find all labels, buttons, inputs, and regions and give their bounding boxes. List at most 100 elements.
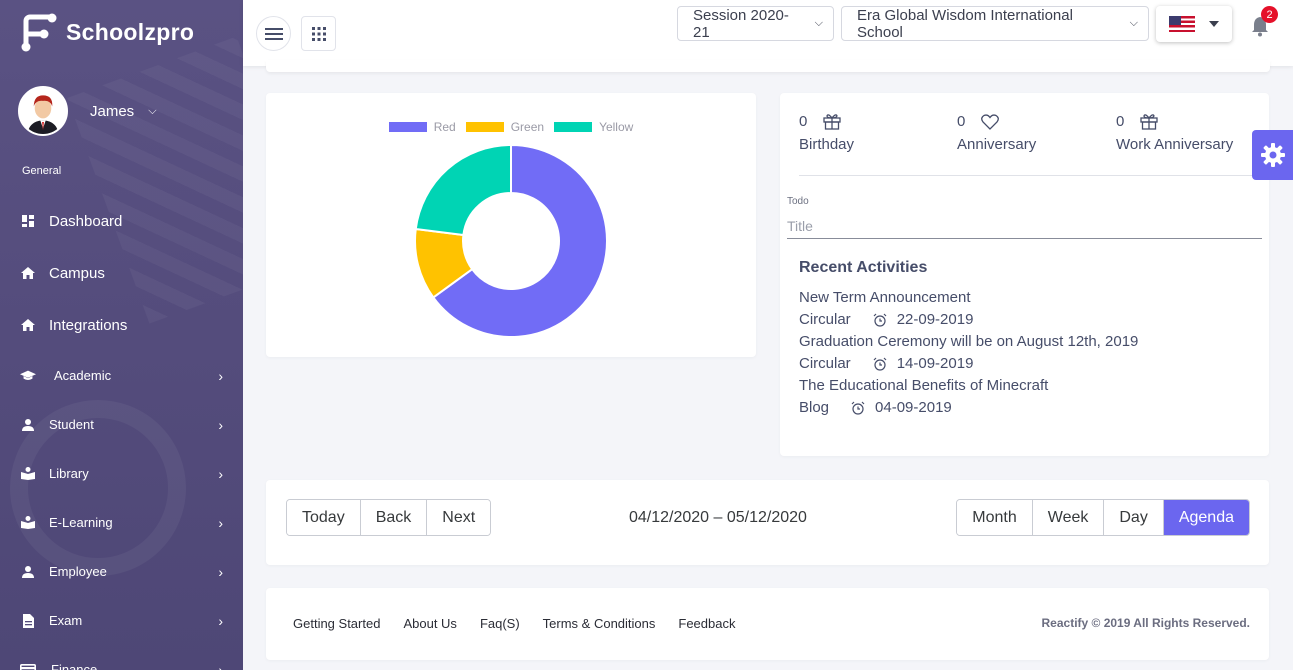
user-name: James: [90, 102, 135, 120]
next-button[interactable]: Next: [427, 500, 491, 535]
today-button[interactable]: Today: [287, 500, 361, 535]
todo-label: Todo: [787, 196, 809, 207]
anniversary-stat[interactable]: 0 Anniversary: [957, 113, 1036, 153]
sidebar-item-label: E-Learning: [49, 515, 113, 530]
alarm-clock-icon: [851, 401, 865, 415]
slice-yellow[interactable]: [414, 143, 512, 237]
sidebar-item-integrations[interactable]: Integrations: [0, 299, 243, 351]
sidebar-item-library[interactable]: Library ›: [0, 449, 243, 498]
activities-card: 0 Birthday 0 Anniversary 0 Work Annivers…: [780, 93, 1269, 456]
todo-title-input[interactable]: [787, 214, 1262, 239]
activity-title: New Term Announcement: [799, 289, 971, 306]
book-icon: [20, 515, 36, 531]
hamburger-icon: [264, 27, 283, 40]
slice-red[interactable]: [431, 143, 608, 338]
birthday-count: 0: [799, 113, 808, 130]
menu-toggle-button[interactable]: [256, 16, 291, 51]
sidebar-item-employee[interactable]: Employee ›: [0, 547, 243, 596]
sidebar-item-campus[interactable]: Campus: [0, 247, 243, 299]
chevron-right-icon: ›: [218, 563, 223, 580]
footer-link-faq[interactable]: Faq(S): [479, 616, 520, 631]
footer-links: Getting Started About Us Faq(S) Terms & …: [293, 616, 735, 631]
person-icon: [20, 564, 36, 580]
calendar-nav-group: Today Back Next: [286, 499, 492, 536]
list-item[interactable]: New Term Announcement Circular 22-09-201…: [799, 287, 1138, 331]
divider: [799, 175, 1269, 176]
day-view-button[interactable]: Day: [1104, 500, 1164, 535]
person-icon: [20, 417, 36, 433]
dashboard-icon: [20, 213, 36, 229]
anniversary-label: Anniversary: [957, 136, 1037, 153]
sidebar-item-finance[interactable]: Finance ›: [0, 645, 243, 670]
notification-badge: 2: [1261, 6, 1278, 23]
gear-icon: [1260, 143, 1285, 167]
theme-settings-button[interactable]: [1252, 130, 1293, 180]
activity-title: Graduation Ceremony will be on August 12…: [799, 333, 1139, 350]
legend-label: Yellow: [599, 120, 634, 134]
logo-icon: [21, 13, 57, 52]
chevron-down-icon: ⌵: [1129, 17, 1138, 29]
calendar-toolbar: Today Back Next 04/12/2020 – 05/12/2020 …: [266, 480, 1269, 565]
school-select-value: Era Global Wisdom International School: [857, 6, 1073, 41]
legend-item[interactable]: Red: [388, 120, 456, 134]
sidebar-item-label: Dashboard: [49, 212, 123, 230]
brand-logo[interactable]: Schoolzpro: [20, 12, 194, 52]
sidebar-item-e-learning[interactable]: E-Learning ›: [0, 498, 243, 547]
language-dropdown[interactable]: [1156, 6, 1232, 42]
avatar: [18, 86, 68, 136]
apps-grid-button[interactable]: [301, 16, 336, 51]
legend-label: Red: [433, 120, 456, 134]
legend-swatch: [554, 122, 593, 132]
list-item[interactable]: The Educational Benefits of Minecraft Bl…: [799, 375, 1138, 419]
sidebar-item-label: Library: [49, 466, 89, 481]
activity-type: Blog: [799, 399, 830, 416]
top-header: Session 2020-21 ⌵ Era Global Wisdom Inte…: [243, 0, 1293, 66]
previous-card-edge: [266, 60, 1270, 72]
alarm-clock-icon: [873, 357, 887, 371]
chevron-down-icon: ⌵: [814, 17, 823, 29]
alarm-clock-icon: [873, 313, 887, 327]
home-icon: [20, 265, 36, 281]
legend-item[interactable]: Green: [465, 120, 545, 134]
agenda-view-button[interactable]: Agenda: [1163, 500, 1249, 535]
week-view-button[interactable]: Week: [1032, 500, 1105, 535]
sidebar-nav: Dashboard Campus Integrations Academic ›: [0, 195, 243, 670]
sidebar-item-exam[interactable]: Exam ›: [0, 596, 243, 645]
work-anniversary-stat[interactable]: 0 Work Anniversary: [1116, 113, 1233, 153]
calendar-view-group: Month Week Day Agenda: [956, 499, 1250, 536]
footer-link-feedback[interactable]: Feedback: [678, 616, 736, 631]
sidebar-item-dashboard[interactable]: Dashboard: [0, 195, 243, 247]
birthday-stat[interactable]: 0 Birthday: [799, 113, 854, 153]
recent-activities-title: Recent Activities: [799, 259, 928, 276]
footer: Getting Started About Us Faq(S) Terms & …: [266, 588, 1269, 660]
sidebar-item-academic[interactable]: Academic ›: [0, 351, 243, 400]
book-icon: [20, 466, 36, 482]
sidebar-item-label: Campus: [49, 264, 105, 282]
footer-link-getting-started[interactable]: Getting Started: [293, 616, 381, 631]
back-button[interactable]: Back: [360, 500, 428, 535]
list-item[interactable]: Graduation Ceremony will be on August 12…: [799, 331, 1138, 375]
card-icon: [20, 662, 36, 670]
school-select[interactable]: Era Global Wisdom International School ⌵: [841, 6, 1149, 41]
gift-icon: [823, 114, 841, 130]
footer-link-about-us[interactable]: About Us: [403, 616, 457, 631]
legend-item[interactable]: Yellow: [554, 120, 633, 134]
caret-down-icon: [1209, 21, 1219, 27]
chevron-down-icon[interactable]: ⌵: [148, 104, 157, 117]
chevron-right-icon: ›: [218, 514, 223, 531]
chevron-right-icon: ›: [218, 367, 223, 384]
doughnut-chart: [414, 143, 608, 338]
month-view-button[interactable]: Month: [957, 500, 1033, 535]
session-select[interactable]: Session 2020-21 ⌵: [677, 6, 834, 41]
user-profile[interactable]: James ⌵: [18, 86, 157, 136]
legend-swatch: [388, 122, 427, 132]
chart-legend: Red Green Yellow: [266, 120, 756, 134]
activity-title: The Educational Benefits of Minecraft: [799, 377, 1049, 394]
chevron-right-icon: ›: [218, 465, 223, 482]
sidebar-item-student[interactable]: Student ›: [0, 400, 243, 449]
footer-link-terms[interactable]: Terms & Conditions: [542, 616, 656, 631]
legend-label: Green: [510, 120, 545, 134]
activity-type: Circular: [799, 311, 851, 328]
legend-swatch: [465, 122, 504, 132]
activity-date: 04-09-2019: [875, 399, 952, 416]
